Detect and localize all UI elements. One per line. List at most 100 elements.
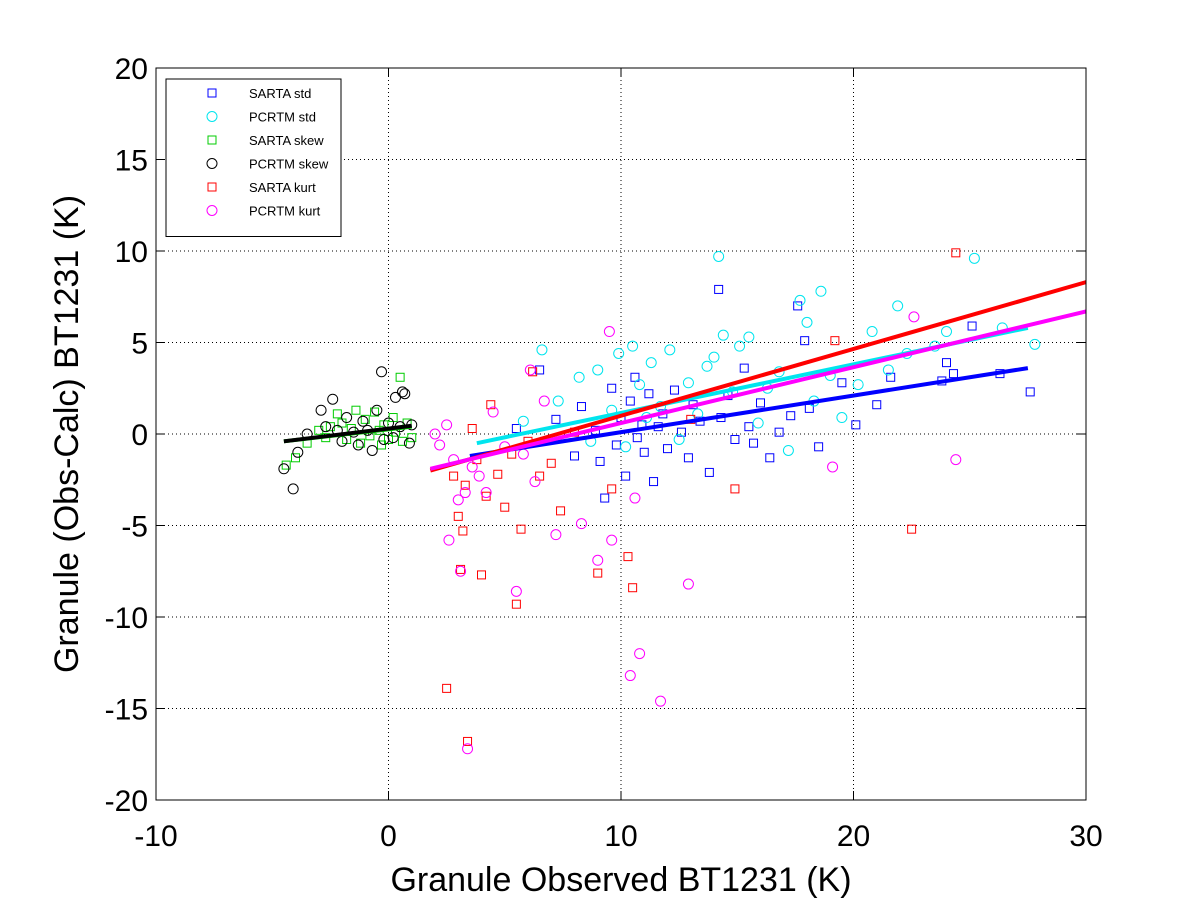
sarta-kurt-point (516, 524, 526, 534)
pcrtm-kurt-point (624, 670, 636, 682)
sarta-std-point (765, 453, 775, 463)
sarta-std-point (704, 467, 714, 477)
sarta-std-point (872, 400, 882, 410)
sarta-skew-point (332, 409, 342, 419)
sarta-kurt-point (500, 502, 510, 512)
sarta-skew-point (281, 460, 291, 470)
y-tick-label: 20 (115, 53, 148, 86)
pcrtm-std-point (517, 415, 529, 427)
pcrtm-std-point (713, 250, 725, 262)
pcrtm-kurt-point (524, 364, 536, 376)
sarta-kurt-point (453, 511, 463, 521)
pcrtm-kurt-point (950, 454, 962, 466)
pcrtm-std-point (866, 326, 878, 338)
legend-marker-pcrtm-std (206, 111, 218, 122)
x-axis-label: Granule Observed BT1231 (K) (390, 861, 851, 899)
y-axis-label: Granule (Obs-Calc) BT1231 (K) (48, 195, 86, 673)
pcrtm-std-point (634, 379, 646, 391)
sarta-std-point (600, 493, 610, 503)
pcrtm-kurt-point (441, 419, 453, 431)
y-tick-label: 15 (115, 145, 148, 178)
sarta-kurt-point (456, 564, 466, 574)
pcrtm-skew-point (403, 437, 415, 449)
sarta-std-point (632, 433, 642, 443)
sarta-kurt-point (907, 524, 917, 534)
pcrtm-skew-point (352, 439, 364, 451)
sarta-std-point (570, 451, 579, 461)
pcrtm-std-point (752, 417, 764, 429)
sarta-std-point (625, 396, 635, 406)
sarta-skew-point (370, 407, 380, 417)
pcrtm-kurt-point (487, 406, 499, 418)
pcrtm-std-point (573, 371, 585, 383)
pcrtm-skew-point (376, 366, 388, 378)
pcrtm-std-point (701, 360, 713, 372)
sarta-std-point (649, 477, 659, 487)
sarta-std-point (639, 447, 649, 457)
pcrtm-std-point (743, 331, 755, 343)
pcrtm-skew-point (399, 388, 411, 400)
sarta-std-point (644, 389, 654, 399)
sarta-std-point (774, 427, 784, 437)
sarta-std-point (1025, 387, 1035, 397)
x-tick-label: 30 (1069, 820, 1102, 853)
pcrtm-std-point (852, 379, 864, 391)
sarta-kurt-point (546, 458, 556, 468)
legend-marker-sarta-kurt (207, 182, 217, 192)
pcrtm-std-point (536, 344, 548, 356)
sarta-skew-point (397, 436, 407, 446)
pcrtm-kurt-point (538, 395, 550, 407)
sarta-std-point (511, 424, 521, 434)
pcrtm-std-point (645, 357, 657, 369)
sarta-std-fit-line (469, 366, 1029, 458)
sarta-std-point (793, 301, 803, 311)
x-tick-label: 10 (604, 820, 637, 853)
pcrtm-kurt-point (603, 326, 615, 338)
pcrtm-kurt-point (908, 311, 920, 323)
pcrtm-std-point (782, 444, 794, 456)
sarta-std-point (942, 358, 951, 368)
sarta-kurt-point (528, 367, 538, 377)
pcrtm-skew-point (389, 391, 401, 403)
sarta-kurt-point (477, 570, 486, 580)
pcrtm-skew-point (371, 404, 383, 416)
pcrtm-std-point (794, 294, 806, 306)
sarta-std-point (683, 453, 693, 463)
pcrtm-kurt-point (429, 428, 441, 440)
sarta-kurt-point (607, 484, 617, 494)
sarta-skew-point (407, 433, 417, 443)
sarta-std-point (669, 385, 679, 395)
pcrtm-kurt-point (655, 695, 667, 707)
pcrtm-skew-point (366, 444, 378, 456)
x-tick-label: -10 (134, 820, 177, 853)
sarta-kurt-point (951, 248, 961, 258)
sarta-std-point (663, 444, 672, 454)
sarta-skew-point (360, 414, 370, 424)
pcrtm-skew-point (387, 432, 399, 444)
fit-lines (283, 280, 1087, 473)
sarta-std-point (744, 422, 754, 432)
sarta-std-point (630, 372, 640, 382)
sarta-std-point (851, 420, 861, 430)
sarta-kurt-point (830, 336, 840, 346)
pcrtm-std-point (836, 412, 848, 424)
sarta-std-point (786, 411, 796, 421)
sarta-std-point (676, 427, 686, 437)
pcrtm-std-point (613, 347, 625, 359)
sarta-std-point (756, 398, 765, 408)
axis-ticks: -10 0 10 20 30 -20 -15 -10 -5 0 5 10 15 20 (105, 53, 1103, 853)
x-tick-label: 0 (380, 820, 397, 853)
sarta-std-point (730, 434, 740, 444)
y-tick-label: -5 (121, 511, 148, 544)
sarta-kurt-point (442, 683, 452, 693)
pcrtm-kurt-point (529, 476, 541, 488)
sarta-kurt-point (730, 484, 740, 494)
pcrtm-std-point (627, 340, 639, 352)
pcrtm-std-point (1029, 338, 1041, 350)
legend-marker-pcrtm-kurt (206, 205, 218, 216)
pcrtm-kurt-point (462, 743, 474, 755)
y-tick-label: 0 (131, 419, 148, 452)
pcrtm-kurt-point (480, 487, 492, 499)
pcrtm-std-point (717, 329, 729, 341)
